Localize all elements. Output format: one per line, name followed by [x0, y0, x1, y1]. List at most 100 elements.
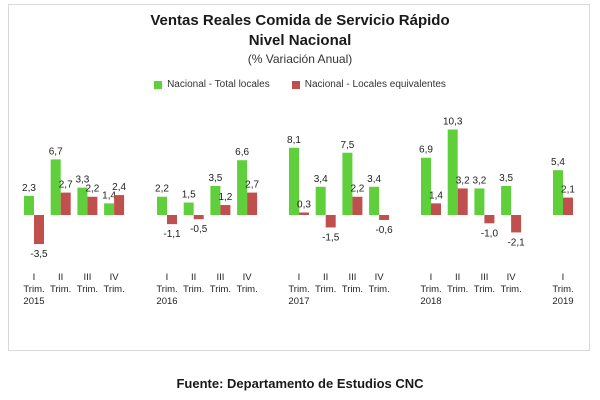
data-label: 3,5	[499, 173, 513, 184]
bar-equivalentes	[220, 205, 231, 215]
bar-total	[157, 196, 167, 215]
bar-equivalentes	[167, 215, 177, 225]
category-label: Trim.	[288, 284, 309, 295]
bar-total	[210, 185, 221, 215]
data-label: 7,5	[340, 140, 354, 151]
legend-label-equivalentes: Nacional - Locales equivalentes	[304, 79, 446, 90]
category-label: II	[455, 272, 460, 283]
category-label: Trim.	[447, 284, 468, 295]
data-label: -2,1	[507, 237, 525, 248]
year-label: 2018	[420, 296, 441, 307]
data-label: -1,1	[163, 229, 181, 240]
category-label: Trim.	[77, 284, 98, 295]
bar-equivalentes	[34, 215, 44, 245]
data-label: 1,5	[182, 190, 196, 201]
bar-equivalentes	[247, 192, 258, 215]
data-label: -1,0	[481, 228, 499, 239]
year-label: 2016	[156, 296, 177, 307]
data-label: 1,4	[429, 190, 443, 201]
bar-equivalentes	[87, 196, 98, 215]
bar-equivalentes	[352, 196, 363, 215]
legend: Nacional - Total locales Nacional - Loca…	[0, 79, 600, 90]
bar-equivalentes	[114, 195, 125, 215]
category-label: II	[191, 272, 196, 283]
category-label: II	[323, 272, 328, 283]
bar-total	[50, 159, 61, 215]
data-label: 2,1	[561, 185, 575, 196]
data-label: 2,2	[155, 184, 169, 195]
category-label: Trim.	[156, 284, 177, 295]
category-label: IV	[507, 272, 517, 283]
data-label: 0,3	[297, 200, 311, 211]
bar-total	[447, 129, 458, 215]
bar-total	[289, 147, 299, 215]
bar-total	[24, 195, 34, 215]
bar-total	[421, 157, 431, 215]
bar-equivalentes	[563, 197, 573, 215]
legend-item-total: Nacional - Total locales	[154, 79, 270, 90]
data-label: -0,5	[190, 224, 208, 235]
data-label: 3,2	[456, 175, 470, 186]
legend-label-total: Nacional - Total locales	[167, 79, 270, 90]
category-label: Trim.	[368, 284, 389, 295]
bar-total	[315, 186, 326, 215]
legend-swatch-total	[154, 80, 163, 89]
chart-title: Ventas Reales Comida de Servicio Rápido	[150, 12, 450, 29]
data-label: 1,4	[102, 190, 116, 201]
data-label: 2,4	[112, 182, 126, 193]
category-label: IV	[110, 272, 120, 283]
category-label: Trim.	[50, 284, 71, 295]
category-label: I	[298, 272, 301, 283]
category-label: III	[348, 272, 356, 283]
legend-item-equivalentes: Nacional - Locales equivalentes	[291, 79, 446, 90]
data-label: 3,4	[314, 174, 328, 185]
bar-total	[553, 170, 563, 215]
bar-total	[77, 187, 88, 215]
year-label: 2019	[552, 296, 573, 307]
bar-equivalentes	[511, 215, 522, 233]
category-label: III	[83, 272, 91, 283]
data-label: 3,4	[367, 174, 381, 185]
category-label: I	[166, 272, 169, 283]
year-label: 2017	[288, 296, 309, 307]
data-label: 3,3	[75, 175, 89, 186]
data-label: 10,3	[443, 117, 463, 128]
chart-subtitle: Nivel Nacional	[248, 32, 352, 49]
chart-unit-label: (% Variación Anual)	[247, 52, 353, 66]
bar-equivalentes	[60, 192, 71, 215]
bar-total	[501, 185, 512, 215]
category-label: III	[216, 272, 224, 283]
data-label: 5,4	[551, 157, 565, 168]
data-label: 8,1	[287, 135, 301, 146]
data-label: -3,5	[30, 249, 48, 260]
bar-total	[237, 160, 248, 215]
bar-total	[474, 188, 485, 215]
category-label: I	[33, 272, 36, 283]
category-label: Trim.	[342, 284, 363, 295]
category-label: Trim.	[210, 284, 231, 295]
data-label: 3,2	[472, 175, 486, 186]
bar-equivalentes	[457, 188, 468, 215]
data-label: 2,2	[85, 184, 99, 195]
category-label: III	[480, 272, 488, 283]
bar-total	[183, 202, 194, 215]
bar-equivalentes	[299, 212, 309, 215]
bar-equivalentes	[431, 203, 441, 215]
data-label: 6,6	[235, 147, 249, 158]
category-label: II	[58, 272, 63, 283]
bar-total	[369, 186, 380, 215]
category-label: Trim.	[474, 284, 495, 295]
legend-swatch-equivalentes	[291, 80, 300, 89]
category-label: Trim.	[500, 284, 521, 295]
bar-total	[342, 152, 353, 215]
data-label: 2,3	[22, 183, 36, 194]
data-label: 2,7	[59, 180, 73, 191]
bar-equivalentes	[484, 215, 495, 224]
bar-equivalentes	[193, 215, 204, 220]
category-label: Trim.	[315, 284, 336, 295]
data-label: -0,6	[375, 225, 393, 236]
data-label: 3,5	[208, 173, 222, 184]
source-note: Fuente: Departamento de Estudios CNC	[176, 376, 424, 391]
data-label: 6,7	[49, 146, 63, 157]
category-label: Trim.	[103, 284, 124, 295]
